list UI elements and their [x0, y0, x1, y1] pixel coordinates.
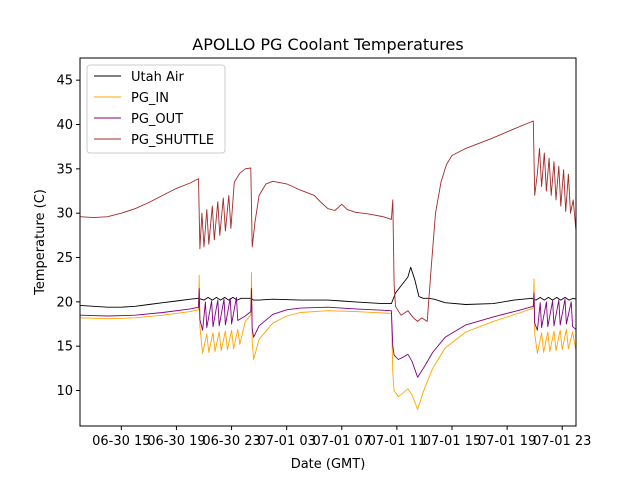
y-tick-label: 10 — [56, 384, 73, 399]
y-tick-label: 20 — [56, 295, 73, 310]
legend: Utah Air PG_IN PG_OUT PG_SHUTTLE — [86, 64, 226, 154]
y-tick-label: 25 — [56, 251, 73, 266]
y-axis-label: Temperature (C) — [33, 189, 48, 296]
legend-label: PG_OUT — [131, 112, 183, 127]
plot-frame — [79, 57, 577, 427]
x-tick-label: 07-01 23 — [533, 434, 591, 449]
y-tick-label: 30 — [56, 207, 73, 222]
y-tick-label: 40 — [56, 118, 73, 133]
y-tick-label: 45 — [56, 74, 73, 89]
x-tick-label: 06-30 19 — [147, 434, 205, 449]
y-tick-label: 15 — [56, 340, 73, 355]
chart-title: APOLLO PG Coolant Temperatures — [192, 35, 463, 54]
legend-label: PG_SHUTTLE — [131, 133, 214, 148]
y-tick-label: 35 — [56, 162, 73, 177]
x-tick-label: 06-30 23 — [202, 434, 260, 449]
x-tick-label: 07-01 07 — [313, 434, 371, 449]
x-tick-label: 07-01 19 — [478, 434, 536, 449]
legend-label: Utah Air — [131, 70, 184, 85]
x-tick-label: 07-01 15 — [423, 434, 481, 449]
series-line-pg-in — [80, 272, 576, 410]
x-tick-label: 07-01 03 — [257, 434, 315, 449]
x-tick-label: 07-01 11 — [368, 434, 426, 449]
legend-box — [86, 64, 226, 154]
x-axis-label: Date (GMT) — [291, 457, 366, 472]
series-layer — [80, 120, 576, 410]
series-line-pg-shuttle — [80, 120, 576, 322]
x-tick-label: 06-30 15 — [92, 434, 150, 449]
series-line-pg-out — [80, 288, 576, 378]
legend-label: PG_IN — [131, 91, 169, 106]
